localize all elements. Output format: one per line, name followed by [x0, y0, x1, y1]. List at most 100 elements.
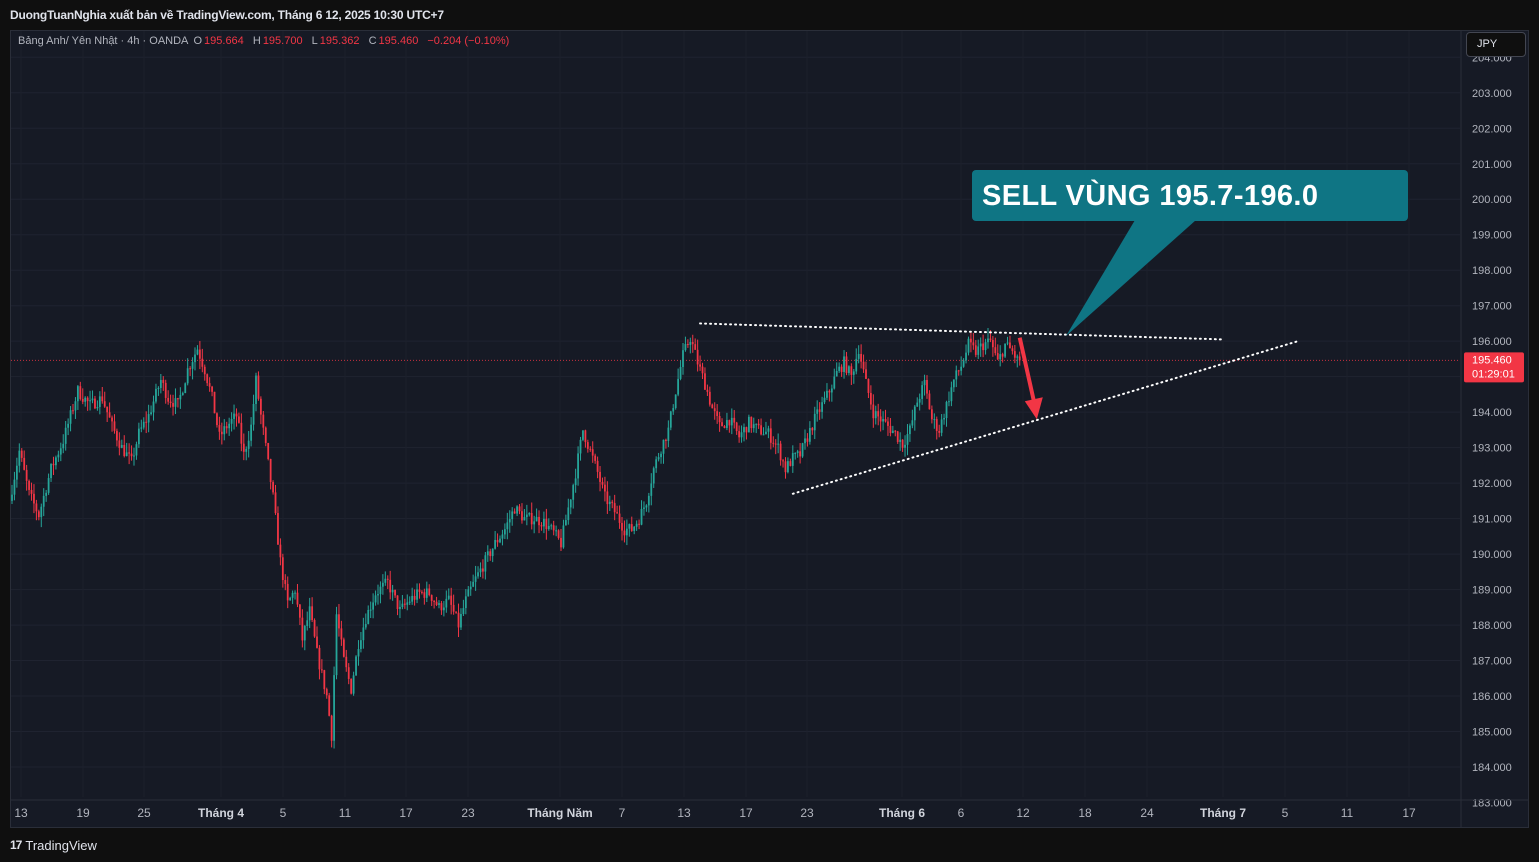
- candle-body: [713, 408, 716, 412]
- candle-body: [926, 380, 928, 394]
- candle-body: [255, 375, 257, 404]
- candle-body: [447, 595, 450, 599]
- candle-body: [1011, 348, 1014, 352]
- candle-body: [621, 522, 623, 531]
- candle-body: [564, 520, 567, 526]
- y-tick-label: 196.000: [1472, 336, 1512, 348]
- x-tick-label: Tháng 7: [1200, 806, 1246, 820]
- change-value: −0.204 (−0.10%): [427, 35, 510, 47]
- candle-body: [108, 412, 111, 418]
- candle-body: [486, 551, 489, 556]
- x-tick-label: 12: [1016, 806, 1030, 820]
- candle-body: [157, 387, 160, 389]
- candle-body: [223, 426, 226, 435]
- candle-body: [774, 443, 777, 445]
- candle-body: [408, 601, 411, 603]
- candle-body: [823, 397, 826, 403]
- x-tick-label: 23: [461, 806, 475, 820]
- y-tick-label: 194.000: [1472, 407, 1512, 419]
- candle-body: [96, 406, 99, 409]
- candle-body: [457, 612, 460, 628]
- candle-body: [389, 579, 392, 593]
- candle-body: [777, 443, 780, 445]
- candle-body: [669, 411, 672, 428]
- candle-body: [794, 452, 797, 454]
- candle-body: [640, 508, 643, 525]
- candle-body: [784, 461, 787, 473]
- candle-body: [286, 583, 289, 601]
- candle-body: [967, 338, 970, 353]
- y-tick-label: 186.000: [1472, 691, 1512, 703]
- candle-body: [830, 388, 833, 393]
- candle-body: [501, 534, 504, 539]
- candle-body: [652, 468, 655, 484]
- candle-body: [872, 404, 875, 419]
- candle-body: [545, 518, 548, 530]
- sell-arrow-shaft: [1017, 337, 1037, 406]
- candle-body: [935, 419, 938, 431]
- candle-body: [943, 417, 945, 420]
- candle-body: [128, 452, 131, 454]
- candle-body: [262, 414, 265, 428]
- candle-body: [467, 589, 470, 597]
- candle-body: [379, 586, 382, 595]
- x-tick-label: 19: [76, 806, 90, 820]
- candle-body: [994, 347, 997, 354]
- candle-body: [645, 505, 648, 508]
- candle-body: [906, 434, 909, 445]
- candle-body: [999, 354, 1002, 360]
- candle-body: [59, 448, 62, 455]
- candle-body: [381, 582, 384, 587]
- candle-body: [599, 471, 601, 482]
- candle-body: [728, 420, 731, 426]
- symbol-label[interactable]: Bảng Anh/ Yên Nhật · 4h · OANDA: [18, 35, 189, 47]
- candle-body: [699, 364, 701, 367]
- candle-body: [796, 451, 799, 453]
- candle-body: [474, 576, 477, 582]
- candle-body: [677, 378, 680, 395]
- tradingview-logo[interactable]: 17 TradingView: [10, 836, 97, 854]
- candle-body: [220, 431, 223, 435]
- candle-body: [179, 394, 182, 400]
- candle-body: [850, 366, 853, 375]
- candle-body: [928, 393, 931, 410]
- candle-body: [516, 506, 518, 514]
- candle-body: [242, 443, 245, 452]
- candle-body: [20, 450, 23, 458]
- candle-body: [1016, 356, 1019, 358]
- candle-body: [13, 479, 16, 495]
- y-tick-label: 184.000: [1472, 762, 1512, 774]
- candle-body: [123, 444, 126, 457]
- candle-body: [808, 428, 811, 442]
- candle-body: [970, 338, 972, 343]
- candle-body: [333, 675, 335, 741]
- footer-bar: [0, 830, 1539, 862]
- candle-body: [779, 443, 782, 461]
- candle-body: [320, 669, 323, 671]
- candle-body: [316, 636, 318, 648]
- candle-body: [933, 419, 936, 421]
- candle-body: [1013, 351, 1016, 358]
- candle-body: [245, 448, 248, 452]
- candle-body: [186, 368, 189, 384]
- candle-body: [977, 346, 980, 355]
- candle-body: [225, 426, 228, 429]
- y-tick-label: 187.000: [1472, 656, 1512, 668]
- candle-body: [818, 409, 821, 412]
- high-label: H: [252, 35, 261, 47]
- candle-body: [45, 492, 48, 496]
- candle-body: [274, 492, 277, 514]
- candle-body: [120, 444, 123, 448]
- candle-body: [47, 478, 50, 493]
- candle-body: [167, 397, 170, 402]
- candle-body: [67, 423, 70, 428]
- currency-button[interactable]: JPY: [1466, 32, 1526, 57]
- candle-body: [438, 603, 440, 605]
- resistance-trendline: [699, 322, 1224, 341]
- current-price-value: 195.460: [1472, 354, 1512, 366]
- candle-body: [735, 422, 738, 432]
- candle-body: [35, 503, 38, 512]
- candle-body: [25, 469, 28, 481]
- candle-body: [355, 656, 357, 676]
